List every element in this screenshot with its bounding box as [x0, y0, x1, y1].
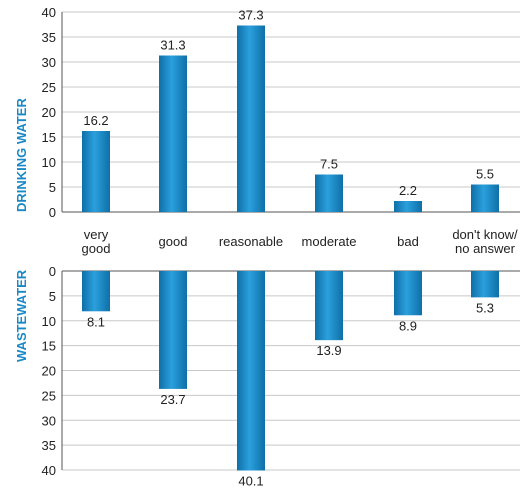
wastewater-axis-label: WASTEWATER — [14, 269, 29, 362]
bar — [315, 174, 343, 212]
wastewater-panel: 0 5 10 15 20 25 30 35 40 8.1 23.7 40.1 13.9 8.9 5.3 — [42, 264, 520, 488]
data-label: 2.2 — [399, 183, 417, 198]
bar — [82, 131, 110, 212]
bar — [394, 201, 422, 212]
drinking-water-panel: 0 5 10 15 20 25 30 35 40 16.2 31.3 37.3 7.5 2.2 5.5 — [42, 5, 520, 220]
category-label: very — [84, 227, 109, 242]
category-label: no answer — [455, 241, 516, 256]
y-tick-label: 15 — [42, 339, 56, 354]
y-tick-label: 5 — [49, 180, 56, 195]
bar — [237, 25, 265, 212]
category-label: good — [82, 241, 111, 256]
drinking-water-axis-label: DRINKING WATER — [14, 98, 29, 212]
y-tick-label: 35 — [42, 438, 56, 453]
y-tick-label: 0 — [49, 264, 56, 279]
y-tick-label: 30 — [42, 413, 56, 428]
category-label: moderate — [302, 234, 357, 249]
data-label: 37.3 — [238, 8, 263, 23]
category-label: good — [159, 234, 188, 249]
bar — [82, 271, 110, 312]
data-label: 5.5 — [476, 167, 494, 182]
y-tick-label: 10 — [42, 314, 56, 329]
y-tick-label: 25 — [42, 80, 56, 95]
y-tick-label: 5 — [49, 289, 56, 304]
y-tick-label: 40 — [42, 463, 56, 478]
y-tick-label: 10 — [42, 155, 56, 170]
data-label: 8.9 — [399, 318, 417, 333]
data-label: 8.1 — [87, 314, 105, 329]
data-label: 23.7 — [160, 392, 185, 407]
y-tick-label: 30 — [42, 55, 56, 70]
bar — [237, 271, 265, 471]
category-label: bad — [397, 234, 419, 249]
y-tick-label: 40 — [42, 5, 56, 20]
data-label: 5.3 — [476, 300, 494, 315]
data-label: 40.1 — [238, 473, 263, 488]
bar — [471, 271, 499, 298]
y-tick-label: 0 — [49, 205, 56, 220]
y-tick-label: 20 — [42, 105, 56, 120]
category-label: don't know/ — [452, 227, 518, 242]
bar — [394, 271, 422, 316]
bar — [315, 271, 343, 341]
data-label: 31.3 — [160, 38, 185, 53]
data-label: 16.2 — [83, 113, 108, 128]
data-label: 13.9 — [316, 343, 341, 358]
data-label: 7.5 — [320, 157, 338, 172]
y-tick-label: 25 — [42, 388, 56, 403]
y-tick-label: 20 — [42, 364, 56, 379]
bar — [471, 184, 499, 212]
bar — [159, 271, 187, 389]
bar — [159, 55, 187, 212]
category-label: reasonable — [219, 234, 283, 249]
y-tick-label: 35 — [42, 30, 56, 45]
y-tick-label: 15 — [42, 130, 56, 145]
